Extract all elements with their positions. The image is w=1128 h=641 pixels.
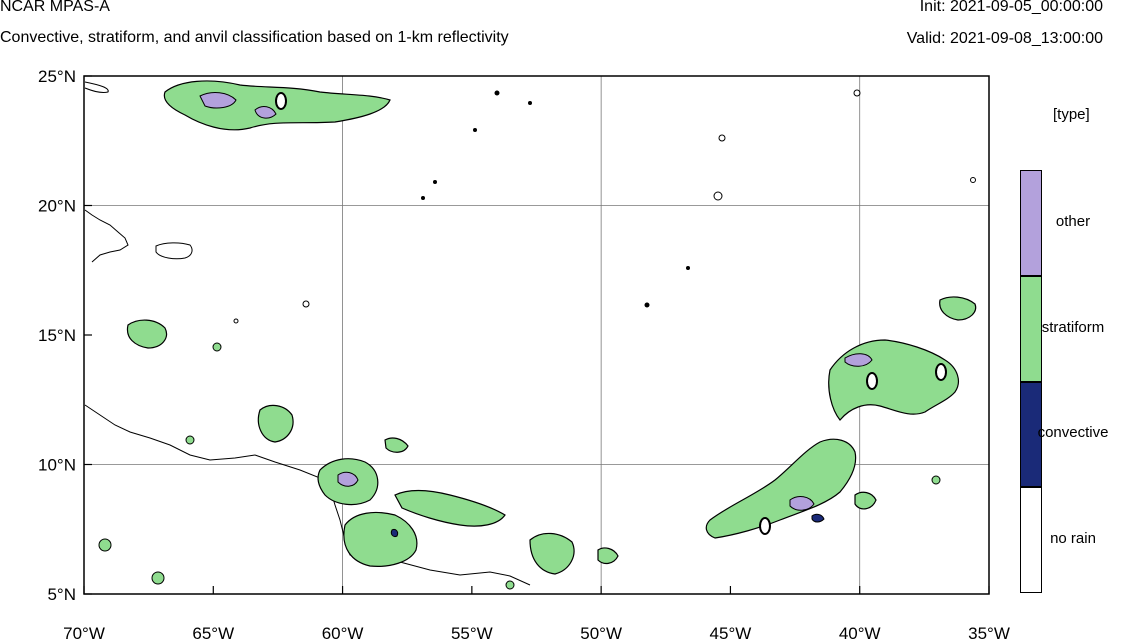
legend-label: stratiform [1041,318,1105,336]
plot-subtitle: Convective, stratiform, and anvil classi… [0,29,509,46]
x-tick-label: 70°W [63,624,105,641]
x-tick-label: 65°W [192,624,234,641]
axis-ticks: 70°W 65°W 60°W 55°W 50°W 45°W 40°W 35°W 5°N 10°N 1… [38,67,1010,641]
y-tick-label: 5°N [47,585,76,604]
init-time: Init: 2021-09-05_00:00:00 [919,0,1103,15]
x-tick-label: 45°W [710,624,752,641]
valid-time: Valid: 2021-09-08_13:00:00 [906,30,1103,47]
legend-label: no rain [1050,530,1096,548]
gridlines [84,76,989,594]
x-tick-label: 40°W [839,624,881,641]
legend-swatch [1020,170,1042,276]
legend-label: convective [1037,424,1109,442]
legend-swatch [1020,275,1042,382]
y-tick-label: 15°N [38,326,76,345]
x-tick-label: 50°W [580,624,622,641]
legend-swatch [1020,487,1042,593]
y-tick-label: 10°N [38,456,76,475]
legend-title: [type] [1053,106,1090,123]
x-tick-label: 60°W [322,624,364,641]
y-tick-label: 25°N [38,67,76,86]
x-tick-label: 35°W [968,624,1010,641]
precip-classification [98,80,977,590]
map-frame [83,75,990,595]
x-tick-label: 55°W [451,624,493,641]
legend-swatch [1020,381,1042,488]
y-tick-label: 20°N [38,197,76,216]
model-title: NCAR MPAS-A [0,0,110,15]
contour-zero-labels [275,92,947,535]
legend-label: other [1055,212,1091,230]
